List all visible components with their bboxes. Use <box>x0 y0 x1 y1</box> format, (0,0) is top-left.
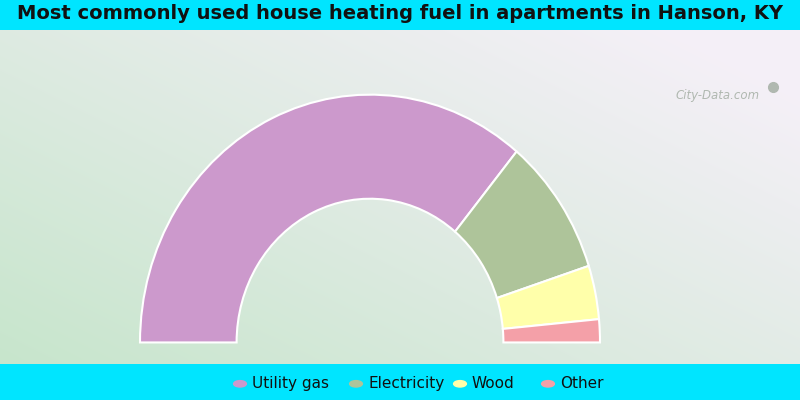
Text: Electricity: Electricity <box>368 376 444 391</box>
Wedge shape <box>140 95 517 342</box>
Text: Other: Other <box>560 376 603 391</box>
Text: Utility gas: Utility gas <box>252 376 329 391</box>
Text: Wood: Wood <box>472 376 514 391</box>
Wedge shape <box>503 319 600 342</box>
Wedge shape <box>455 152 589 298</box>
Text: Most commonly used house heating fuel in apartments in Hanson, KY: Most commonly used house heating fuel in… <box>17 4 783 23</box>
Wedge shape <box>497 266 599 329</box>
Text: City-Data.com: City-Data.com <box>676 89 760 102</box>
